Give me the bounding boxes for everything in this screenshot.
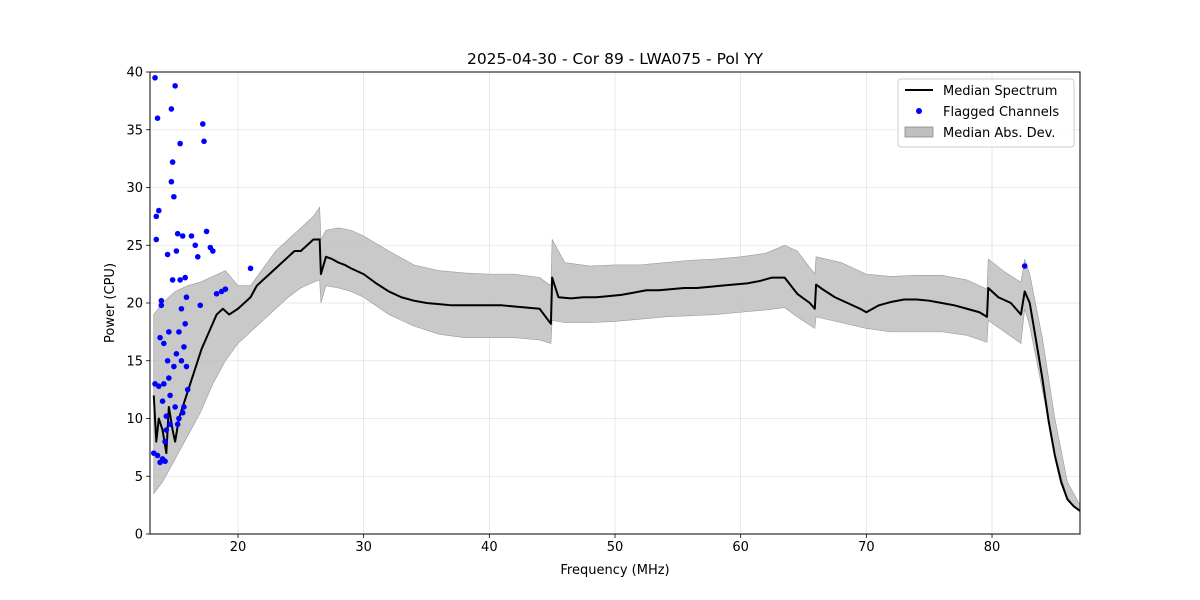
chart-title: 2025-04-30 - Cor 89 - LWA075 - Pol YY [467, 50, 764, 68]
y-tick-label: 5 [135, 470, 143, 485]
y-tick-label: 15 [126, 354, 143, 369]
flagged-channel-point [173, 248, 180, 254]
flagged-channel-point [158, 297, 165, 304]
y-axis-label: Power (CPU) [103, 263, 118, 343]
flagged-channel-point [153, 236, 160, 243]
flagged-channel-point [154, 115, 161, 121]
flagged-channel-point [171, 363, 177, 370]
x-tick-label: 70 [858, 540, 875, 555]
flagged-channel-point [152, 74, 158, 81]
flagged-channel-point [164, 251, 171, 258]
x-tick-label: 40 [481, 540, 498, 555]
flagged-channel-point [192, 242, 199, 249]
flagged-channel-point [162, 458, 168, 465]
flagged-channel-point [247, 265, 254, 272]
flagged-channel-point [161, 340, 167, 347]
legend-flagged-label: Flagged Channels [943, 105, 1059, 120]
mad-band [153, 206, 1080, 512]
flagged-channel-point [159, 398, 166, 404]
flagged-channel-point [167, 421, 173, 428]
flagged-channel-point [164, 357, 171, 364]
legend: Median Spectrum Flagged Channels Median … [897, 78, 1075, 148]
flagged-channel-point [181, 404, 187, 410]
flagged-channel-point [153, 213, 160, 220]
x-tick-label: 50 [607, 540, 624, 555]
flagged-channel-point [177, 140, 183, 147]
flagged-channel-point [188, 233, 195, 239]
flagged-channel-point [176, 329, 182, 335]
x-tick-label: 60 [732, 540, 749, 555]
flagged-channel-point [176, 415, 182, 422]
flagged-channel-point [203, 228, 210, 235]
flagged-channel-point [213, 290, 220, 297]
y-tick-label: 0 [135, 528, 143, 543]
flagged-channel-point [181, 344, 187, 350]
flagged-channel-point [161, 381, 167, 387]
flagged-points-layer [150, 74, 1028, 466]
flagged-channel-point [157, 334, 163, 341]
flagged-channel-point [182, 320, 188, 327]
legend-mad-label: Median Abs. Dev. [943, 126, 1055, 141]
x-axis-label: Frequency (MHz) [560, 563, 669, 578]
flagged-channel-point [210, 248, 216, 254]
x-axis: 20 30 40 50 60 70 80 [230, 534, 1001, 555]
flagged-channel-point [178, 305, 185, 312]
flagged-channel-point [179, 233, 186, 239]
flagged-channel-point [166, 329, 172, 335]
legend-box [897, 78, 1075, 148]
flagged-channel-point [197, 302, 204, 309]
median-line-layer [152, 238, 1080, 512]
flagged-channel-point [163, 427, 170, 433]
flagged-channel-point [1021, 263, 1028, 269]
y-tick-label: 30 [126, 181, 143, 196]
flagged-channel-point [172, 83, 178, 89]
flagged-channel-point [182, 274, 188, 281]
flagged-channel-point [156, 383, 162, 389]
flagged-channel-point [158, 302, 165, 309]
flagged-channel-point [167, 392, 173, 399]
flagged-channel-point [168, 178, 175, 185]
flagged-channel-point [174, 421, 181, 428]
flagged-channel-point [171, 193, 177, 200]
legend-median-label: Median Spectrum [943, 84, 1057, 99]
flagged-channel-point [183, 363, 190, 370]
legend-flagged-dot-icon [916, 108, 922, 114]
flagged-channel-point [222, 286, 229, 292]
flagged-channel-point [178, 357, 185, 364]
flagged-channel-point [169, 277, 176, 283]
flagged-channel-point [172, 404, 178, 410]
y-tick-label: 40 [126, 66, 143, 81]
median-spectrum-line [152, 238, 1080, 512]
flagged-channel-point [183, 294, 190, 301]
y-tick-label: 10 [126, 412, 143, 427]
flagged-channel-point [162, 438, 168, 445]
flagged-channel-point [156, 207, 162, 214]
x-tick-label: 30 [355, 540, 372, 555]
x-tick-label: 20 [230, 540, 247, 555]
y-tick-label: 20 [126, 297, 143, 312]
flagged-channel-point [177, 277, 183, 283]
flagged-channel-point [169, 159, 176, 165]
flagged-channel-point [199, 121, 206, 127]
x-tick-label: 80 [984, 540, 1001, 555]
flagged-channel-point [194, 253, 201, 260]
flagged-channel-point [154, 452, 161, 459]
flagged-channel-point [163, 413, 170, 419]
flagged-channel-point [173, 351, 180, 357]
flagged-channel-point [166, 375, 172, 381]
flagged-channel-point [184, 386, 191, 393]
y-axis: 0 5 10 15 20 25 30 35 40 [126, 66, 150, 543]
y-tick-label: 25 [126, 239, 143, 254]
flagged-channel-point [174, 230, 181, 237]
mad-band-layer [153, 206, 1080, 512]
flagged-channel-point [179, 409, 186, 416]
y-tick-label: 35 [126, 123, 143, 138]
legend-mad-patch-icon [904, 126, 934, 138]
flagged-channel-point [168, 106, 175, 112]
flagged-channel-point [201, 138, 207, 145]
